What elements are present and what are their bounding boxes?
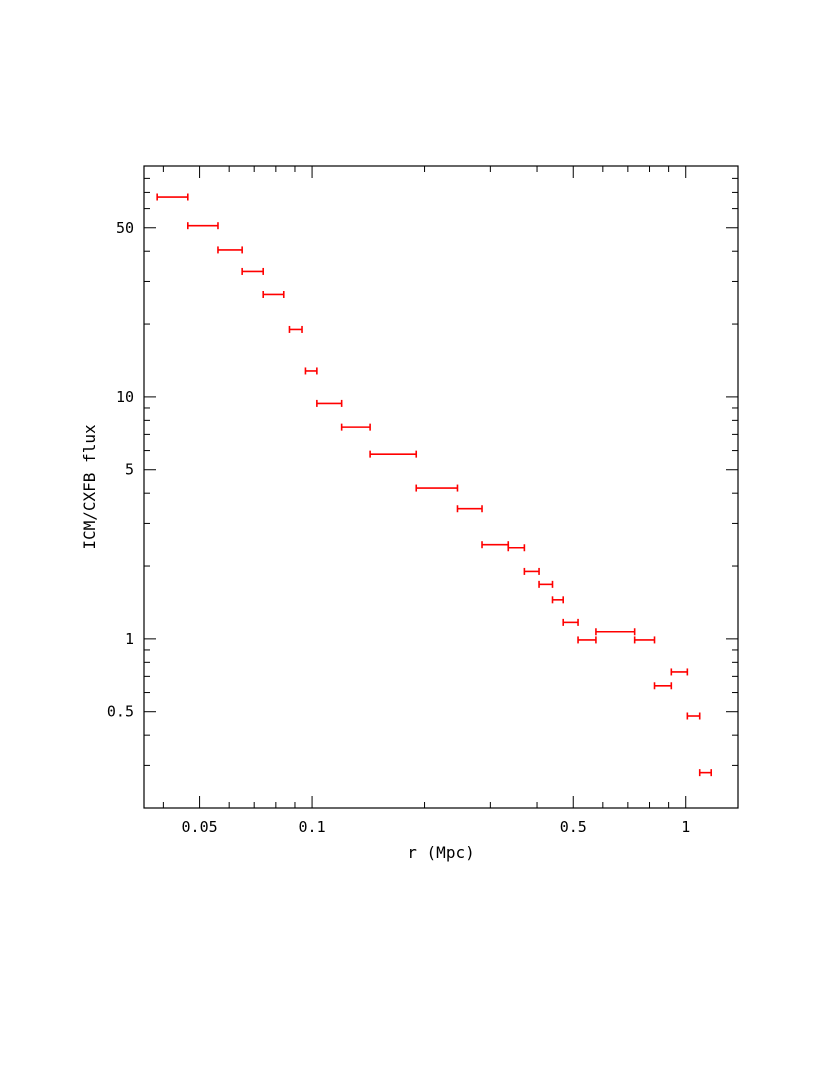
plot-frame [143, 165, 739, 809]
x-tick-label: 0.1 [299, 818, 326, 836]
data-point-errorbar [481, 541, 510, 549]
data-point-errorbar [304, 367, 318, 375]
data-point-errorbar [415, 484, 459, 492]
y-tick-label: 0.5 [107, 703, 134, 721]
data-point-errorbar [562, 618, 579, 626]
x-tick-label: 0.05 [182, 818, 218, 836]
x-tick-label: 1 [681, 818, 690, 836]
data-marks [156, 193, 713, 777]
y-tick-label: 10 [116, 388, 134, 406]
y-tick-label: 50 [116, 219, 134, 237]
data-point-errorbar [633, 636, 656, 644]
data-point-errorbar [670, 668, 689, 676]
y-axis-label: ICM/CXFB flux [80, 424, 99, 550]
axis-ticks [144, 166, 738, 808]
data-point-errorbar [456, 505, 483, 513]
data-point-errorbar [369, 450, 418, 458]
data-point-errorbar [523, 567, 540, 575]
data-point-errorbar [653, 682, 673, 690]
data-point-errorbar [595, 628, 636, 636]
x-axis-label: r (Mpc) [407, 843, 474, 862]
data-point-errorbar [262, 290, 285, 298]
data-point-errorbar [156, 193, 189, 201]
axis-tick-labels: 0.05 0.1 0.5 1 0.5 1 5 10 50 [107, 219, 690, 836]
data-point-errorbar [577, 636, 597, 644]
data-point-errorbar [340, 423, 371, 431]
data-point-errorbar [551, 596, 565, 604]
y-tick-label: 5 [125, 461, 134, 479]
data-point-errorbar [686, 712, 701, 720]
data-point-errorbar [538, 580, 554, 588]
x-tick-label: 0.5 [560, 818, 587, 836]
data-point-errorbar [217, 246, 243, 254]
data-point-errorbar [316, 399, 343, 407]
y-tick-label: 1 [125, 630, 134, 648]
data-point-errorbar [698, 769, 713, 777]
data-point-errorbar [507, 544, 526, 552]
data-point-errorbar [288, 325, 303, 333]
data-point-errorbar [187, 222, 219, 230]
data-point-errorbar [241, 267, 265, 275]
